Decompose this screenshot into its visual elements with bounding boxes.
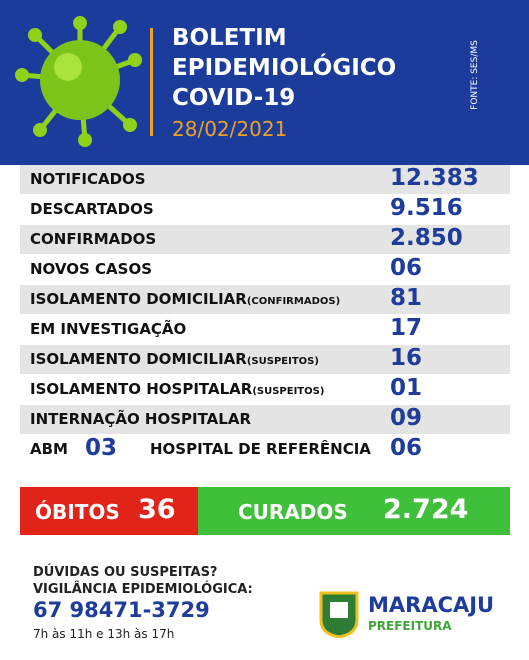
row-label-text: ISOLAMENTO HOSPITALAR (30, 380, 253, 398)
row-note: (SUSPEITOS) (252, 386, 325, 397)
footer-question: DÚVIDAS OU SUSPEITAS? (33, 565, 218, 580)
deaths-label: ÓBITOS (35, 500, 120, 524)
table-row: EM INVESTIGAÇÃO 17 (20, 315, 510, 344)
recovered-box: CURADOS 2.724 (198, 487, 510, 535)
row-label: NOTIFICADOS (30, 170, 146, 188)
row-value: 2.850 (390, 225, 463, 251)
row-label: NOVOS CASOS (30, 260, 152, 278)
table-row: NOVOS CASOS 06 (20, 255, 510, 284)
title-line: COVID-19 (172, 85, 296, 111)
row-label: HOSPITAL DE REFERÊNCIA (150, 440, 371, 458)
row-note: (SUSPEITOS) (246, 356, 319, 367)
footer-hours: 7h às 11h e 13h às 17h (33, 627, 175, 641)
row-label-text: NOTIFICADOS (30, 170, 146, 188)
row-label: ISOLAMENTO DOMICILIAR(CONFIRMADOS) (30, 290, 340, 308)
row-label: ISOLAMENTO HOSPITALAR(SUSPEITOS) (30, 380, 324, 398)
row-value: 12.383 (390, 165, 479, 191)
row-label: CONFIRMADOS (30, 230, 156, 248)
table-row: ISOLAMENTO DOMICILIAR(CONFIRMADOS) 81 (20, 285, 510, 314)
deaths-box: ÓBITOS 36 (20, 487, 198, 535)
table-row: NOTIFICADOS 12.383 (20, 165, 510, 194)
row-label: EM INVESTIGAÇÃO (30, 320, 186, 338)
row-value: 09 (390, 405, 423, 431)
date: 28/02/2021 (172, 117, 288, 141)
footer-phone: 67 98471-3729 (33, 598, 210, 622)
title-line: BOLETIM (172, 25, 287, 51)
source: FONTE: SES/MS (469, 40, 480, 110)
row-label-text: DESCARTADOS (30, 200, 154, 218)
row-value: 03 (85, 435, 118, 461)
city-name: MARACAJU (368, 593, 495, 617)
table-row: INTERNAÇÃO HOSPITALAR 09 (20, 405, 510, 434)
row-value: 17 (390, 315, 423, 341)
header: BOLETIM EPIDEMIOLÓGICO COVID-19 28/02/20… (0, 0, 529, 165)
table-row: ISOLAMENTO DOMICILIAR(SUSPEITOS) 16 (20, 345, 510, 374)
footer-service: VIGILÂNCIA EPIDEMIOLÓGICA: (33, 582, 253, 597)
table-row: ISOLAMENTO HOSPITALAR(SUSPEITOS) 01 (20, 375, 510, 404)
row-label: ABM (30, 440, 68, 458)
row-label: ISOLAMENTO DOMICILIAR(SUSPEITOS) (30, 350, 319, 368)
row-label-text: ISOLAMENTO DOMICILIAR (30, 350, 247, 368)
row-value: 16 (390, 345, 423, 371)
row-value: 81 (390, 285, 423, 311)
virus-icon (15, 16, 142, 147)
row-note: (CONFIRMADOS) (246, 296, 341, 307)
row-label-text: INTERNAÇÃO HOSPITALAR (30, 410, 251, 428)
row-label-text: CONFIRMADOS (30, 230, 157, 248)
title-line: EPIDEMIOLÓGICO (172, 55, 397, 81)
recovered-value: 2.724 (383, 494, 469, 525)
row-value: 9.516 (390, 195, 463, 221)
row-value: 06 (390, 435, 423, 461)
row-value: 06 (390, 255, 423, 281)
row-label: INTERNAÇÃO HOSPITALAR (30, 410, 251, 428)
org-name: PREFEITURA (368, 619, 452, 633)
row-value: 01 (390, 375, 423, 401)
row-label-text: EM INVESTIGAÇÃO (30, 320, 187, 338)
row-label: DESCARTADOS (30, 200, 154, 218)
table-row: DESCARTADOS 9.516 (20, 195, 510, 224)
row-label-text: NOVOS CASOS (30, 260, 152, 278)
city-crest (319, 591, 359, 638)
table-row: CONFIRMADOS 2.850 (20, 225, 510, 254)
last-row: ABM 03 HOSPITAL DE REFERÊNCIA 06 (20, 435, 510, 464)
deaths-value: 36 (138, 494, 176, 525)
row-label-text: ISOLAMENTO DOMICILIAR (30, 290, 247, 308)
recovered-label: CURADOS (238, 500, 348, 524)
divider (150, 28, 153, 136)
